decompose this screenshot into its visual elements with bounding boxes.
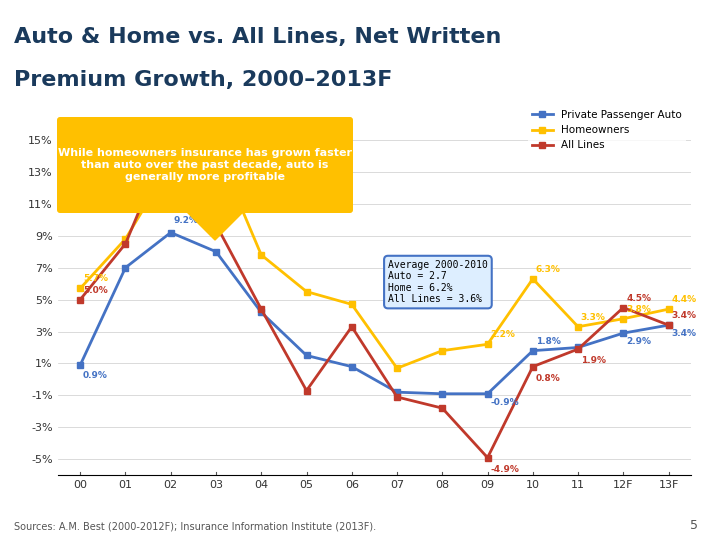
Text: 4.5%: 4.5% bbox=[626, 294, 651, 302]
Text: 9.2%: 9.2% bbox=[174, 216, 199, 225]
Text: Premium Growth, 2000–2013F: Premium Growth, 2000–2013F bbox=[14, 70, 393, 90]
Text: 15.3%: 15.3% bbox=[174, 121, 204, 130]
Text: 3.4%: 3.4% bbox=[671, 329, 696, 338]
Text: 1.8%: 1.8% bbox=[536, 337, 560, 346]
Legend: Private Passenger Auto, Homeowners, All Lines: Private Passenger Auto, Homeowners, All … bbox=[528, 106, 686, 154]
Text: 3.3%: 3.3% bbox=[581, 313, 606, 322]
Text: 2.9%: 2.9% bbox=[626, 337, 651, 346]
Polygon shape bbox=[185, 210, 245, 240]
Text: 14.5%: 14.5% bbox=[219, 134, 250, 143]
Text: -4.9%: -4.9% bbox=[490, 464, 519, 474]
Text: 0.8%: 0.8% bbox=[536, 374, 560, 382]
Text: 5: 5 bbox=[690, 519, 698, 532]
Text: 6.3%: 6.3% bbox=[536, 265, 560, 274]
FancyBboxPatch shape bbox=[57, 117, 353, 213]
Text: 5.0%: 5.0% bbox=[83, 286, 108, 295]
Text: Average 2000-2010
Auto = 2.7
Home = 6.2%
All Lines = 3.6%: Average 2000-2010 Auto = 2.7 Home = 6.2%… bbox=[388, 260, 488, 305]
Text: 5.7%: 5.7% bbox=[83, 274, 108, 284]
Text: 2.2%: 2.2% bbox=[490, 330, 516, 339]
Text: -0.9%: -0.9% bbox=[490, 398, 519, 407]
Text: 3.4%: 3.4% bbox=[671, 311, 696, 320]
Text: 3.8%: 3.8% bbox=[626, 305, 651, 314]
Text: Auto & Home vs. All Lines, Net Written: Auto & Home vs. All Lines, Net Written bbox=[14, 27, 502, 47]
Text: While homeowners insurance has grown faster
than auto over the past decade, auto: While homeowners insurance has grown fas… bbox=[58, 148, 352, 181]
Text: 0.9%: 0.9% bbox=[83, 370, 108, 380]
Text: 4.4%: 4.4% bbox=[671, 295, 696, 304]
Text: 1.9%: 1.9% bbox=[581, 356, 606, 365]
Text: Sources: A.M. Best (2000-2012F); Insurance Information Institute (2013F).: Sources: A.M. Best (2000-2012F); Insuran… bbox=[14, 521, 377, 531]
